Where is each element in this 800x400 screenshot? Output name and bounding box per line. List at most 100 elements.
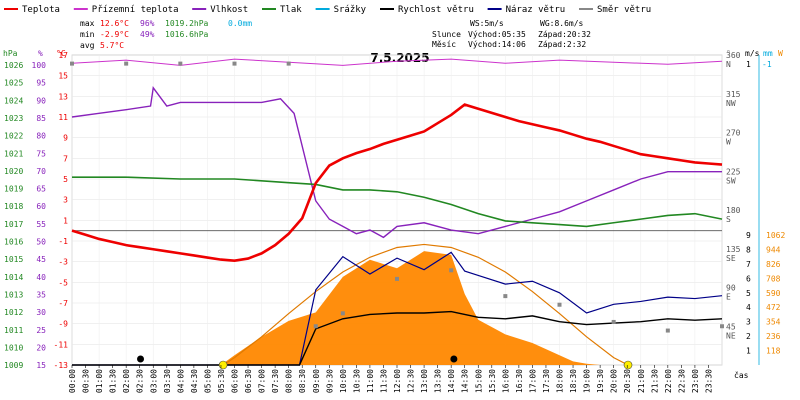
axis-tick-wind: 9 bbox=[746, 231, 751, 240]
x-tick-label: 19:30 bbox=[596, 369, 605, 393]
wind-direction-point bbox=[720, 324, 724, 329]
x-tick-label: 10:30 bbox=[352, 369, 361, 393]
axis-tick-rad: 590 bbox=[766, 289, 781, 298]
axis-tick-temp: 7 bbox=[63, 154, 68, 163]
axis-tick-hpa: 1019 bbox=[4, 185, 23, 194]
wind-direction-point bbox=[611, 319, 616, 324]
axis-tick-pct: 15 bbox=[36, 361, 46, 370]
info-moonset: Západ:2:32 bbox=[538, 40, 586, 49]
axis-tick-dir-name: SW bbox=[726, 176, 736, 185]
legend-label: Teplota bbox=[22, 5, 60, 15]
axis-tick-pct: 85 bbox=[36, 114, 46, 123]
x-tick-label: 22:30 bbox=[677, 369, 686, 393]
x-tick-label: 15:30 bbox=[488, 369, 497, 393]
legend-label: Srážky bbox=[334, 5, 367, 15]
x-tick-label: 14:30 bbox=[461, 369, 470, 393]
wind-direction-point bbox=[232, 61, 237, 66]
info-wg: WG:8.6m/s bbox=[540, 19, 584, 28]
x-tick-label: 12:00 bbox=[393, 369, 402, 393]
x-tick-label: 11:30 bbox=[379, 369, 388, 393]
stats-min-label: min bbox=[80, 30, 95, 39]
x-tick-label: 08:00 bbox=[285, 369, 294, 393]
axis-tick-pct: 75 bbox=[36, 149, 46, 158]
stats-avg-temp: 5.7°C bbox=[100, 41, 124, 50]
stats-max-hum: 96% bbox=[140, 19, 155, 28]
x-tick-label: 23:30 bbox=[704, 369, 713, 393]
x-tick-label: 06:00 bbox=[231, 369, 240, 393]
x-tick-label: 20:30 bbox=[623, 369, 632, 393]
wind-direction-point bbox=[178, 61, 183, 66]
axis-tick-wind: 8 bbox=[746, 245, 751, 254]
x-tick-label: 07:00 bbox=[258, 369, 267, 393]
axis-unit-rain: mm bbox=[763, 49, 773, 58]
legend-label: Směr větru bbox=[597, 5, 651, 15]
axis-tick-pct: 95 bbox=[36, 79, 46, 88]
axis-tick-temp: 13 bbox=[58, 92, 68, 101]
stats-min-temp: -2.9°C bbox=[100, 30, 129, 39]
axis-tick-hpa: 1021 bbox=[4, 149, 23, 158]
x-tick-label: 10:00 bbox=[339, 369, 348, 393]
axis-tick-dir: 135 bbox=[726, 245, 741, 254]
stats-avg-label: avg bbox=[80, 41, 95, 50]
x-tick-label: 00:30 bbox=[82, 369, 91, 393]
stats-rain: 0.0mm bbox=[228, 19, 252, 28]
x-tick-label: 03:30 bbox=[163, 369, 172, 393]
axis-tick-hpa: 1020 bbox=[4, 167, 23, 176]
moonrise-marker bbox=[450, 355, 458, 363]
axis-tick-pct: 25 bbox=[36, 326, 46, 335]
wind-direction-point bbox=[340, 311, 345, 316]
axis-tick-hpa: 1017 bbox=[4, 220, 23, 229]
x-tick-label: 05:30 bbox=[217, 369, 226, 393]
legend-label: Náraz větru bbox=[506, 5, 566, 15]
x-tick-label: 18:30 bbox=[569, 369, 578, 393]
axis-tick-rain: -1 bbox=[762, 60, 772, 69]
axis-tick-rad: 118 bbox=[766, 347, 781, 356]
axis-tick-wind: 5 bbox=[746, 289, 751, 298]
axis-unit-hpa: hPa bbox=[3, 49, 18, 58]
x-axis: 00:00 00:30 01:00 01:30 02:00 02:30 03:00 03:30… bbox=[68, 365, 713, 393]
axis-tick-wind: 1 bbox=[746, 347, 751, 356]
axis-tick-hpa: 1011 bbox=[4, 326, 23, 335]
series-pressure bbox=[72, 176, 723, 228]
axis-tick-rad: 236 bbox=[766, 332, 781, 341]
x-tick-label: 19:00 bbox=[583, 369, 592, 393]
axis-tick-pct: 40 bbox=[36, 273, 46, 282]
axis-tick-dir-name: SE bbox=[726, 254, 736, 263]
x-tick-label: 03:00 bbox=[149, 369, 158, 393]
legend-label: Rychlost větru bbox=[398, 5, 474, 15]
axis-tick-pct: 55 bbox=[36, 220, 46, 229]
axis-tick-rad: 354 bbox=[766, 318, 781, 327]
stats-max-label: max bbox=[80, 19, 95, 28]
info-moon-label: Měsíc bbox=[432, 40, 456, 49]
axis-tick-temp: -5 bbox=[58, 278, 68, 287]
axis-tick-pct: 100 bbox=[32, 61, 47, 70]
x-tick-label: 02:00 bbox=[122, 369, 131, 393]
axis-tick-dir: 360 bbox=[726, 51, 741, 60]
x-tick-label: 01:30 bbox=[109, 369, 118, 393]
wind-direction-point bbox=[124, 61, 129, 66]
x-tick-label: 00:00 bbox=[68, 369, 77, 393]
axis-tick-dir-name: NE bbox=[726, 331, 736, 340]
axis-tick-hpa: 1016 bbox=[4, 238, 23, 247]
x-tick-label: 08:30 bbox=[298, 369, 307, 393]
axis-unit-wind: m/s bbox=[745, 49, 760, 58]
wind-direction-point bbox=[395, 276, 399, 281]
axis-tick-dir-name: E bbox=[726, 293, 731, 302]
axis-tick-dir: 270 bbox=[726, 129, 741, 138]
stats-min-press: 1016.6hPa bbox=[165, 30, 209, 39]
x-tick-label: 13:00 bbox=[420, 369, 429, 393]
wind-direction-point bbox=[449, 268, 454, 273]
wind-direction-point bbox=[286, 61, 291, 66]
axis-tick-dir-name: W bbox=[726, 138, 731, 147]
axis-unit-dir: ° bbox=[726, 49, 731, 58]
x-tick-label: 09:00 bbox=[312, 369, 321, 393]
axis-tick-dir: 315 bbox=[726, 90, 741, 99]
x-tick-label: 18:00 bbox=[556, 369, 565, 393]
axis-tick-wind: 2 bbox=[746, 332, 751, 341]
axis-tick-wind: 7 bbox=[746, 260, 751, 269]
series-humidity bbox=[71, 86, 722, 239]
axis-tick-temp: 17 bbox=[58, 51, 68, 60]
axis-tick-wind: 3 bbox=[746, 318, 751, 327]
x-tick-label: 02:30 bbox=[136, 369, 145, 393]
